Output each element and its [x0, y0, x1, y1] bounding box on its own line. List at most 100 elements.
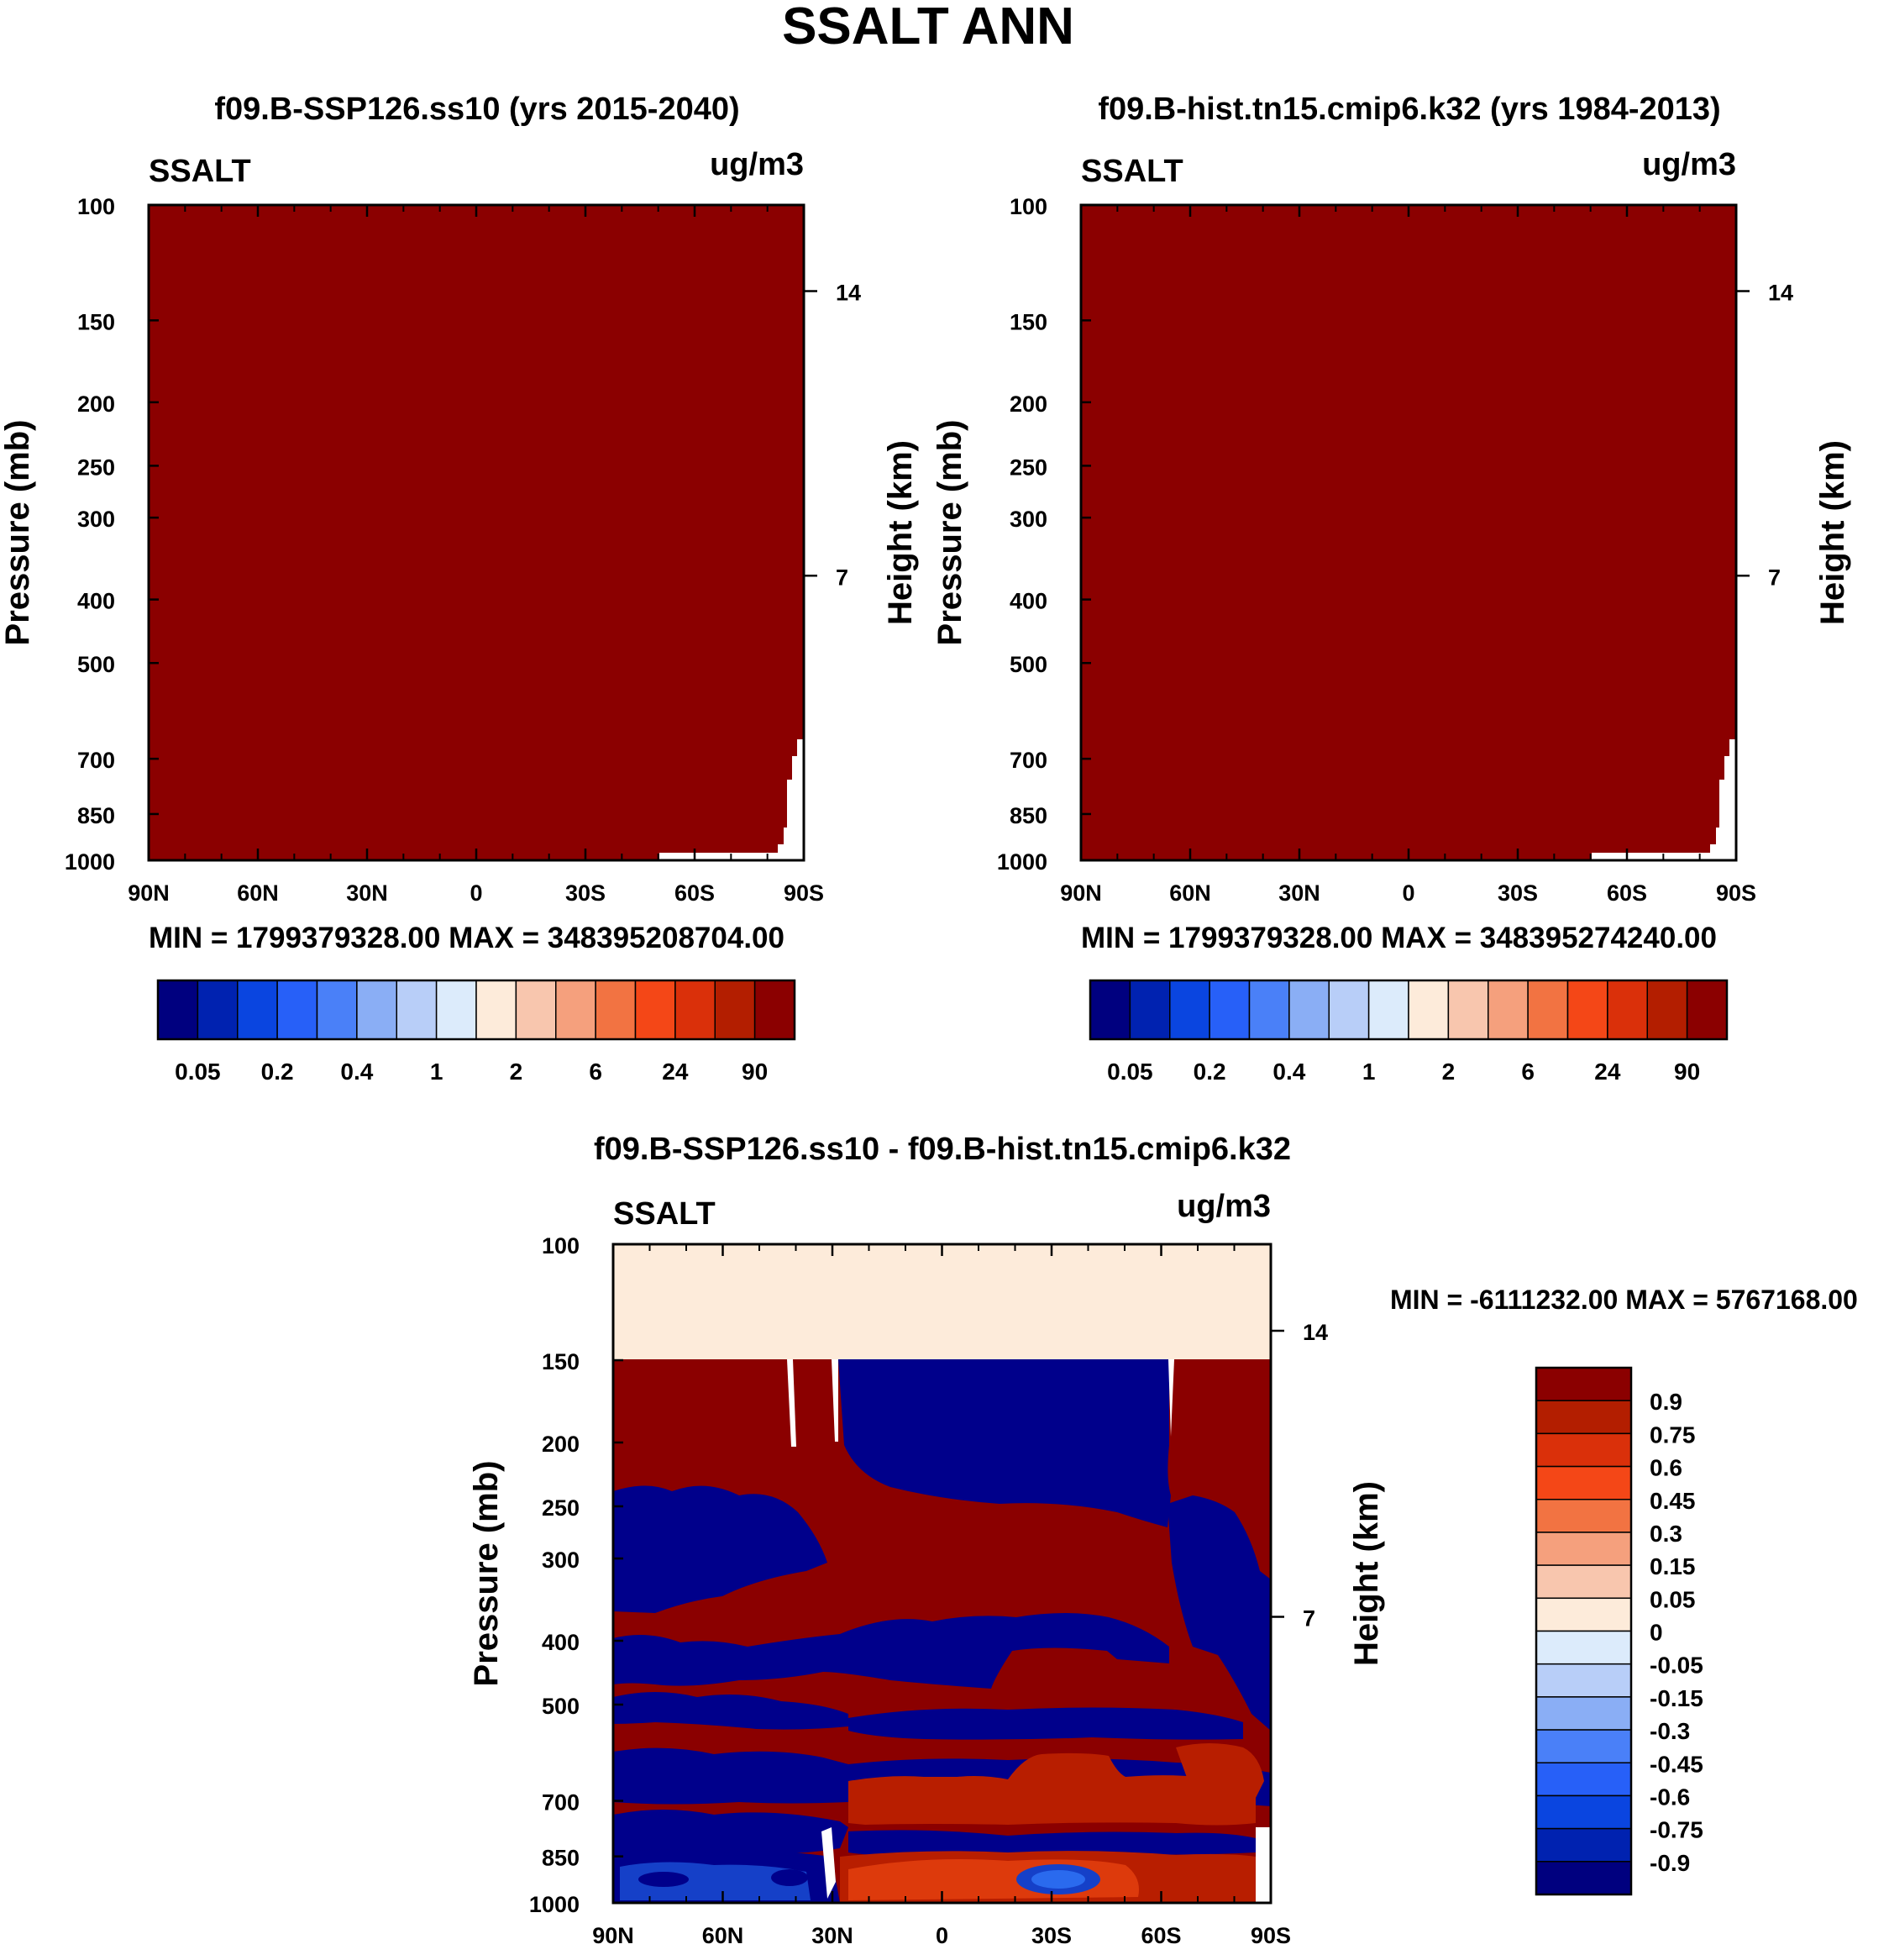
- panel-1-variable: SSALT: [149, 154, 251, 189]
- navy-band-500-left: [613, 1692, 848, 1730]
- colorbar-swatch: [276, 980, 318, 1040]
- x-tick-label: 60N: [1169, 880, 1211, 906]
- panel-3: f09.B-SSP126.ss10 - f09.B-hist.tn15.cmip…: [468, 1132, 1858, 1948]
- y-tick-label: 100: [542, 1233, 580, 1258]
- panel-3-x-tick-labels: 90N 60N 30N 0 30S 60S 90S: [592, 1923, 1291, 1948]
- y-tick-label: 200: [1010, 391, 1047, 417]
- colorbar-swatch: [1169, 980, 1210, 1040]
- colorbar-swatch: [237, 980, 278, 1040]
- colorbar-swatch: [1566, 980, 1608, 1040]
- panel-2-variable: SSALT: [1081, 154, 1183, 189]
- panel-2-field: [1081, 205, 1736, 860]
- colorbar-label: -0.05: [1650, 1653, 1703, 1679]
- colorbar-label: 0.75: [1650, 1421, 1696, 1448]
- colorbar-swatch: [1535, 1794, 1632, 1830]
- x-tick-label: 0: [470, 880, 482, 906]
- x-tick-label: 60N: [702, 1923, 744, 1948]
- colorbar-label: 6: [589, 1059, 602, 1085]
- panel-2-ticks: [1079, 203, 1750, 862]
- white-sliver-4: [821, 1827, 836, 1899]
- upper-navy-region: [838, 1359, 1171, 1527]
- colorbar-swatch: [1089, 980, 1131, 1040]
- y-tick-label: 500: [542, 1694, 580, 1719]
- y-tick-label: 1000: [529, 1892, 580, 1917]
- colorbar-label: -0.75: [1650, 1817, 1703, 1843]
- colorbar-label: 0.05: [175, 1059, 221, 1085]
- colorbar-label: -0.3: [1650, 1718, 1690, 1744]
- panel-3-field: [613, 1244, 1271, 1903]
- colorbar-swatch: [674, 980, 716, 1040]
- red-orange-patch-right: [1176, 1743, 1264, 1798]
- x-tick-label: 60S: [1607, 880, 1647, 906]
- colorbar-swatch: [197, 980, 239, 1040]
- x-tick-label: 30S: [565, 880, 606, 906]
- colorbar-swatch: [1535, 1400, 1632, 1435]
- colorbar-swatch: [1535, 1532, 1632, 1566]
- colorbar-swatch: [1535, 1861, 1632, 1895]
- colorbar-label: -0.15: [1650, 1685, 1703, 1711]
- colorbar-label: 2: [1442, 1059, 1456, 1085]
- figure-title: SSALT ANN: [782, 0, 1074, 55]
- y-tick-label: 1000: [997, 849, 1047, 875]
- colorbar-swatch: [515, 980, 557, 1040]
- colorbar-swatch: [1535, 1564, 1632, 1600]
- colorbar-frame: [156, 979, 796, 1041]
- x-tick-label: 30S: [1031, 1923, 1072, 1948]
- panel-1-height-tick-labels: 14 7: [836, 281, 861, 591]
- colorbar-label: 0.2: [1194, 1059, 1226, 1085]
- red-orange-band-650: [848, 1752, 1256, 1826]
- x-tick-label: 90S: [784, 880, 824, 906]
- white-edge-lower-right: [1256, 1827, 1271, 1903]
- navy-band-left-250: [613, 1485, 827, 1613]
- panel-3-ylabel: Pressure (mb): [468, 1461, 505, 1687]
- colorbar-swatch: [1535, 1367, 1632, 1401]
- colorbar-swatch: [1248, 980, 1290, 1040]
- blue-lower-left: [620, 1862, 811, 1900]
- panel-2-colorbar: 0.05 0.2 0.4 1 2 6 24 90: [1089, 979, 1729, 1085]
- colorbar-label: 0.2: [261, 1059, 294, 1085]
- colorbar-label: 0.4: [1272, 1059, 1305, 1085]
- y-tick-label: 250: [542, 1495, 580, 1521]
- colorbar-label: -0.6: [1650, 1784, 1690, 1810]
- y-tick-label: 100: [77, 194, 115, 219]
- panel-1-missing-region: [659, 739, 804, 860]
- navy-band-500-right: [848, 1707, 1243, 1740]
- y-tick-label: 850: [1010, 803, 1047, 828]
- colorbar-label: 0.4: [340, 1059, 373, 1085]
- colorbar-label: -0.9: [1650, 1850, 1690, 1876]
- x-tick-label: 0: [1402, 880, 1414, 906]
- x-tick-label: 60N: [237, 880, 279, 906]
- colorbar-swatch: [157, 980, 199, 1040]
- colorbar-swatch: [595, 980, 637, 1040]
- colorbar-label: 0.6: [1650, 1455, 1682, 1481]
- colorbar-swatch: [1527, 980, 1569, 1040]
- colorbar-label: 0.9: [1650, 1389, 1682, 1415]
- panel-2-height-tick-labels: 14 7: [1768, 281, 1793, 591]
- y-tick-label: 300: [77, 507, 115, 532]
- panel-1-ylabel-right: Height (km): [882, 440, 919, 625]
- y-tick-label: 500: [1010, 652, 1047, 677]
- colorbar-swatch: [1209, 980, 1251, 1040]
- x-tick-label: 90N: [1060, 880, 1102, 906]
- colorbar-label: 90: [1674, 1059, 1700, 1085]
- colorbar-label: 0.3: [1650, 1521, 1682, 1547]
- colorbar-swatch: [1408, 980, 1450, 1040]
- colorbar-swatch: [1367, 980, 1409, 1040]
- colorbar-swatch: [714, 980, 756, 1040]
- colorbar-label: 24: [1594, 1059, 1621, 1085]
- colorbar-swatch: [435, 980, 477, 1040]
- navy-band-400: [613, 1613, 1169, 1689]
- white-sliver-1: [787, 1359, 796, 1447]
- panel-3-ticks: [611, 1243, 1284, 1905]
- colorbar-swatch: [1535, 1696, 1632, 1731]
- colorbar-swatch: [1646, 980, 1688, 1040]
- y-tick-label: 200: [77, 391, 115, 417]
- y-tick-label: 150: [1010, 309, 1047, 334]
- y-tick-label: 850: [542, 1846, 580, 1871]
- white-sliver-3: [1168, 1359, 1174, 1437]
- colorbar-swatch: [1535, 1499, 1632, 1533]
- panel-2-ylabel: Pressure (mb): [931, 420, 968, 646]
- colorbar-label: 90: [742, 1059, 768, 1085]
- colorbar-label: 0.05: [1107, 1059, 1153, 1085]
